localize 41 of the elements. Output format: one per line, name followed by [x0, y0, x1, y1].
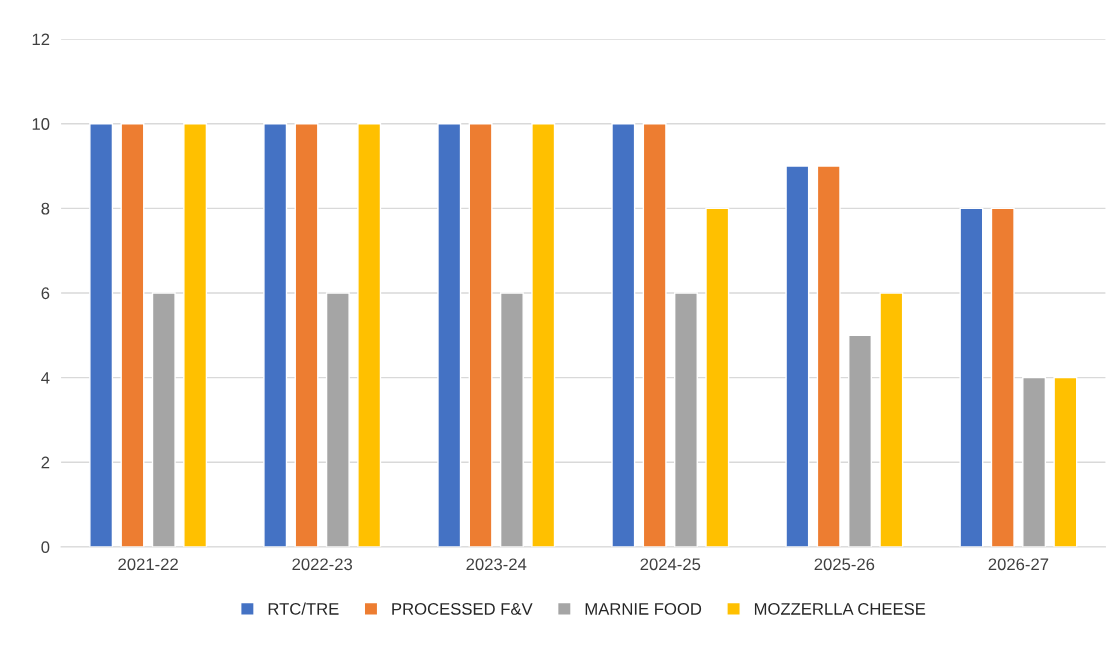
bar: [879, 292, 904, 547]
y-tick-label: 4: [41, 372, 50, 384]
bar: [785, 165, 810, 547]
x-tick-label: 2026-27: [988, 558, 1049, 571]
bar: [959, 207, 984, 547]
bar: [531, 122, 556, 547]
x-tick-label: 2025-26: [814, 558, 875, 571]
bar: [611, 122, 636, 547]
legend-label: RTC/TRE: [268, 602, 339, 615]
legend-label: MOZZERLLA CHEESE: [754, 602, 926, 615]
bar: [120, 122, 145, 547]
bar: [151, 292, 176, 547]
y-tick-label: 2: [41, 456, 50, 469]
x-tick-label: 2021-22: [118, 558, 178, 571]
bar: [499, 292, 524, 547]
bar: [437, 122, 462, 547]
bar: [468, 122, 493, 547]
bar: [990, 207, 1015, 547]
y-tick-label: 6: [41, 287, 50, 300]
bar: [89, 122, 114, 547]
legend-label: MARNIE FOOD: [585, 602, 702, 615]
bar: [357, 122, 382, 547]
bar: [183, 122, 208, 547]
bar: [263, 122, 288, 547]
y-tick-label: 0: [41, 541, 50, 554]
legend-label: PROCESSED F&V: [392, 602, 533, 615]
bar: [1022, 376, 1047, 547]
x-tick-label: 2023-24: [466, 558, 527, 571]
x-tick-label: 2024-25: [640, 558, 701, 571]
bar: [816, 165, 841, 547]
bar: [325, 292, 350, 547]
bar: [673, 292, 698, 547]
x-tick-label: 2022-23: [292, 558, 353, 571]
y-tick-label: 8: [41, 202, 50, 215]
bar: [642, 122, 667, 547]
y-tick-label: 10: [32, 118, 50, 130]
bar: [294, 122, 319, 547]
bar: [848, 334, 872, 547]
bar: [705, 207, 730, 547]
y-tick-label: 12: [32, 33, 50, 46]
bar: [1053, 376, 1078, 547]
